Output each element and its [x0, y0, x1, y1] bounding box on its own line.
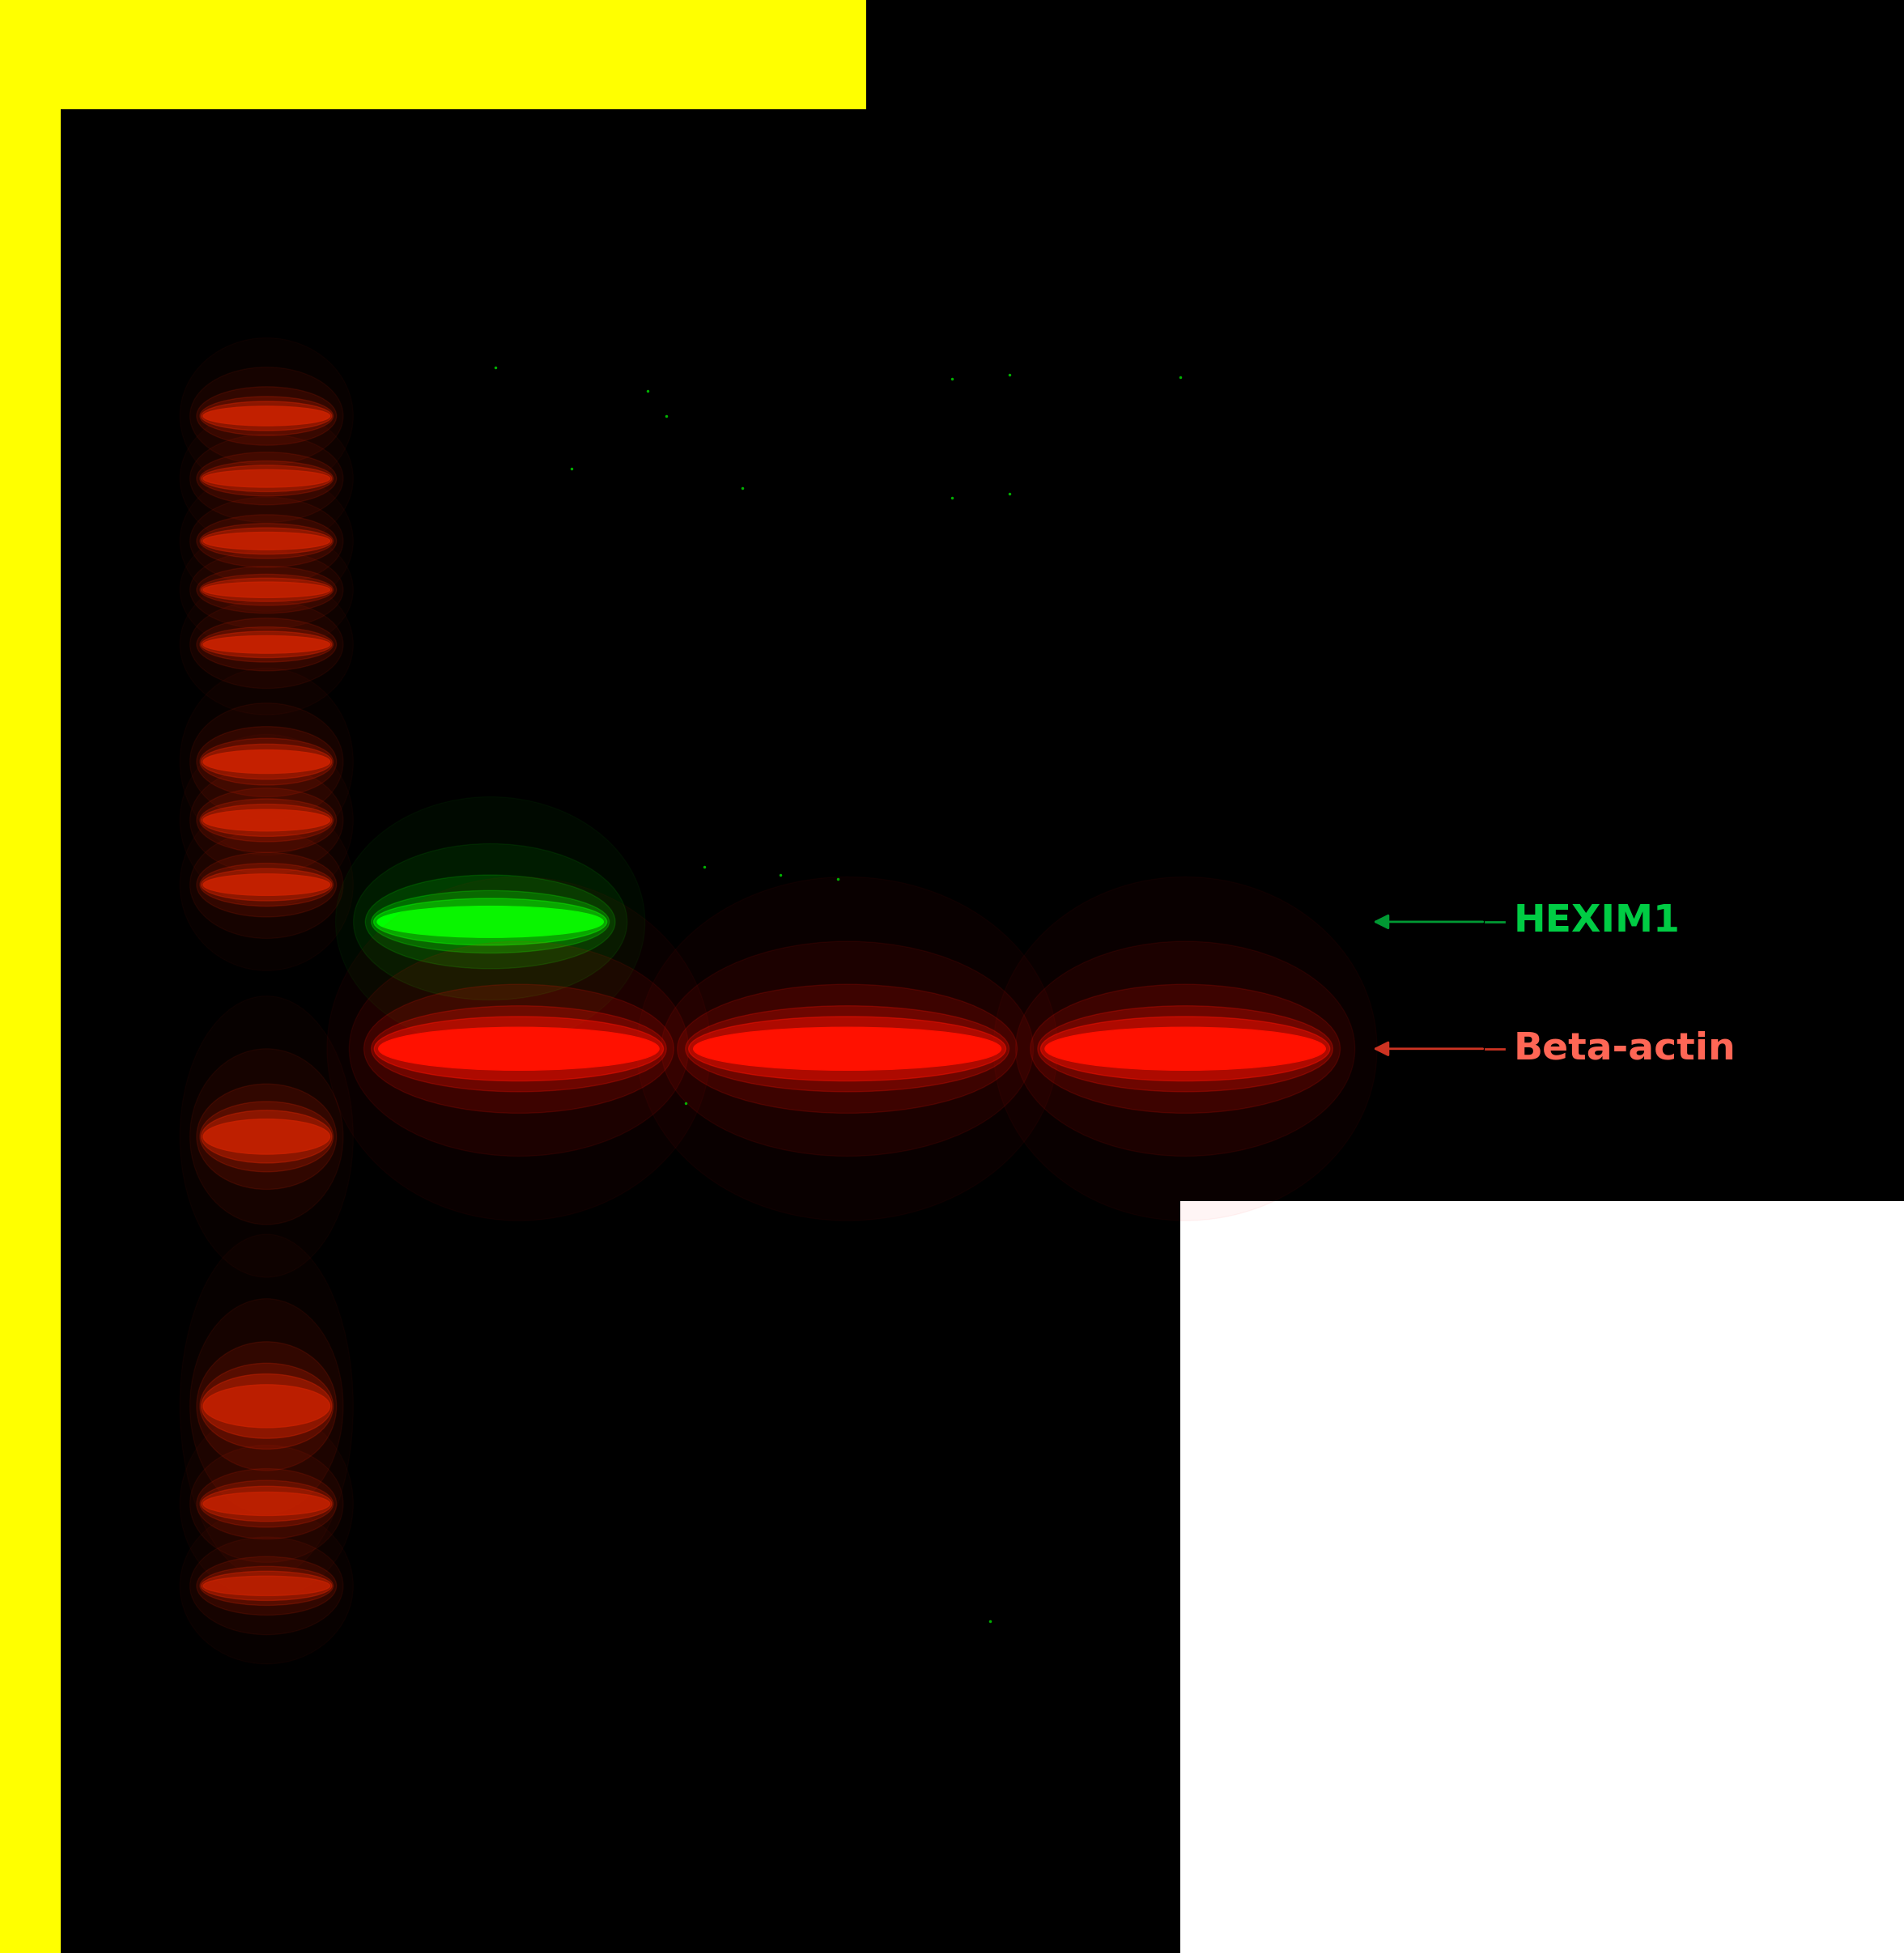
Ellipse shape	[204, 406, 329, 426]
Ellipse shape	[375, 1016, 663, 1082]
Ellipse shape	[202, 1109, 331, 1164]
Ellipse shape	[379, 1027, 659, 1070]
Ellipse shape	[204, 1576, 329, 1596]
Ellipse shape	[190, 367, 343, 465]
Ellipse shape	[200, 1566, 333, 1605]
Ellipse shape	[190, 551, 343, 629]
Ellipse shape	[377, 906, 604, 937]
Ellipse shape	[371, 891, 609, 953]
Ellipse shape	[196, 387, 337, 445]
Ellipse shape	[366, 875, 615, 969]
Ellipse shape	[196, 1469, 337, 1539]
Ellipse shape	[196, 514, 337, 566]
Ellipse shape	[354, 844, 626, 1000]
Ellipse shape	[190, 703, 343, 820]
Ellipse shape	[204, 750, 329, 773]
Ellipse shape	[348, 941, 689, 1156]
Ellipse shape	[1038, 1006, 1333, 1092]
Ellipse shape	[202, 1570, 331, 1601]
Ellipse shape	[693, 1027, 1002, 1070]
Bar	[0, 0, 866, 109]
Ellipse shape	[371, 1006, 666, 1092]
Ellipse shape	[685, 1006, 1009, 1092]
Ellipse shape	[1045, 1027, 1325, 1070]
Bar	[1180, 1201, 1904, 1953]
Ellipse shape	[202, 527, 331, 555]
Ellipse shape	[204, 471, 329, 488]
Ellipse shape	[190, 1537, 343, 1635]
Ellipse shape	[200, 1363, 333, 1449]
Ellipse shape	[196, 453, 337, 506]
Ellipse shape	[200, 1480, 333, 1527]
Ellipse shape	[204, 809, 329, 832]
Ellipse shape	[196, 566, 337, 613]
Ellipse shape	[202, 1375, 331, 1437]
Ellipse shape	[202, 869, 331, 900]
Ellipse shape	[190, 498, 343, 586]
Ellipse shape	[204, 582, 329, 598]
Ellipse shape	[200, 863, 333, 906]
Ellipse shape	[1030, 984, 1340, 1113]
Bar	[0, 109, 61, 1953]
Ellipse shape	[661, 941, 1034, 1156]
Ellipse shape	[364, 984, 674, 1113]
Ellipse shape	[200, 523, 333, 559]
Text: Beta-actin: Beta-actin	[1514, 1031, 1736, 1066]
Ellipse shape	[196, 789, 337, 852]
Ellipse shape	[202, 465, 331, 492]
Ellipse shape	[196, 1342, 337, 1471]
Ellipse shape	[196, 1557, 337, 1615]
Ellipse shape	[200, 1101, 333, 1172]
Ellipse shape	[190, 1445, 343, 1562]
Ellipse shape	[202, 578, 331, 602]
Ellipse shape	[200, 461, 333, 496]
Ellipse shape	[190, 600, 343, 689]
Ellipse shape	[202, 400, 331, 432]
Ellipse shape	[200, 799, 333, 842]
Ellipse shape	[373, 898, 607, 945]
Ellipse shape	[202, 805, 331, 836]
Ellipse shape	[204, 1492, 329, 1516]
Ellipse shape	[196, 1084, 337, 1189]
Ellipse shape	[190, 1049, 343, 1225]
Ellipse shape	[204, 533, 329, 551]
Ellipse shape	[196, 617, 337, 672]
Ellipse shape	[190, 1299, 343, 1514]
Ellipse shape	[678, 984, 1017, 1113]
Ellipse shape	[204, 1119, 329, 1154]
Ellipse shape	[202, 1486, 331, 1521]
Ellipse shape	[200, 627, 333, 662]
Ellipse shape	[190, 436, 343, 523]
Ellipse shape	[196, 852, 337, 918]
Ellipse shape	[1041, 1016, 1329, 1082]
Ellipse shape	[196, 727, 337, 797]
Ellipse shape	[200, 396, 333, 436]
Ellipse shape	[1015, 941, 1356, 1156]
Ellipse shape	[204, 1385, 329, 1428]
Ellipse shape	[202, 631, 331, 658]
Ellipse shape	[190, 766, 343, 875]
Ellipse shape	[204, 635, 329, 652]
Ellipse shape	[689, 1016, 1005, 1082]
Ellipse shape	[190, 832, 343, 939]
Ellipse shape	[200, 738, 333, 785]
Text: HEXIM1: HEXIM1	[1514, 904, 1681, 939]
Ellipse shape	[200, 574, 333, 605]
Ellipse shape	[204, 875, 329, 894]
Ellipse shape	[202, 744, 331, 779]
